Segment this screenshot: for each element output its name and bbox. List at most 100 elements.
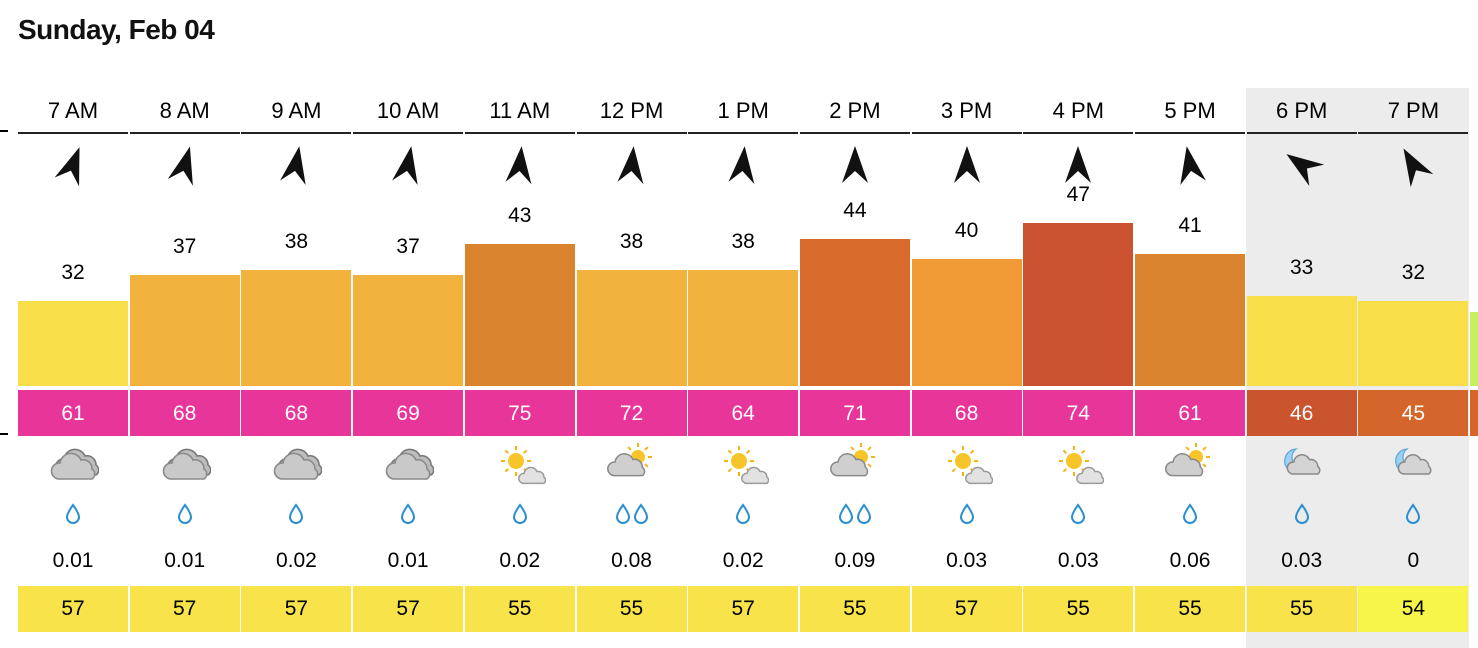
partly-cloudy-icon (829, 443, 881, 487)
sun-cloud-icon (1052, 443, 1105, 487)
wind-direction-arrow-icon (1385, 136, 1442, 194)
hour-column[interactable]: 8 AM 37 68 0.01 57 (129, 88, 240, 648)
wind-gust-bar (1135, 254, 1245, 386)
moon-cloud-icon (1387, 443, 1439, 487)
dew-point-cell: 57 (129, 586, 240, 632)
rain-drop-icon (1247, 503, 1357, 530)
wind-gust-value: 38 (284, 229, 309, 253)
rain-drop-icon (577, 503, 687, 530)
hour-label: 2 PM (799, 88, 910, 134)
dew-point-cell: 55 (799, 586, 910, 632)
hour-label: 5 PM (1135, 88, 1245, 134)
cloudy-icon (270, 443, 323, 487)
temperature-cell: 45 (1358, 390, 1469, 436)
wind-gust-bar (129, 275, 240, 386)
hour-column[interactable]: 2 PM 44 71 0.09 55 (799, 88, 910, 648)
hour-label: 3 PM (911, 88, 1022, 134)
temperature-cell: 61 (18, 390, 128, 436)
next-column-edge (1470, 390, 1478, 436)
axis-tick (0, 130, 8, 132)
temperature-cell: 72 (576, 390, 687, 436)
next-column-edge (1470, 312, 1478, 386)
cloudy-icon (159, 443, 211, 487)
hour-column[interactable]: 5 PM 41 61 0.06 55 (1135, 88, 1245, 648)
hour-column[interactable]: 4 PM 47 74 0.03 55 (1023, 88, 1134, 648)
precipitation-amount: 0.01 (164, 549, 206, 572)
hour-column[interactable]: 6 PM 33 46 0.03 55 (1246, 88, 1357, 648)
wind-direction-arrow-icon (1272, 136, 1331, 194)
wind-gust-value: 33 (1290, 255, 1314, 279)
wind-direction-arrow-icon (273, 140, 320, 190)
precipitation-amount: 0.06 (1169, 549, 1211, 572)
temperature-cell: 75 (464, 390, 575, 436)
day-title: Sunday, Feb 04 (18, 14, 215, 45)
hour-label: 7 AM (18, 88, 128, 134)
wind-direction-arrow-icon (610, 141, 654, 188)
temperature-cell: 64 (688, 390, 799, 436)
dew-point-cell: 57 (911, 586, 1022, 632)
wind-gust-bar (1246, 295, 1357, 386)
hour-label: 7 PM (1358, 88, 1469, 134)
wind-direction-arrow-icon (47, 137, 100, 192)
wind-direction-arrow-icon (1058, 143, 1098, 187)
dew-point-cell: 54 (1358, 586, 1469, 632)
temperature-cell: 68 (911, 390, 1022, 436)
hour-label: 6 PM (1246, 88, 1357, 134)
rain-drop-icon (1023, 503, 1133, 530)
hour-column[interactable]: 7 PM 32 45 0 54 (1358, 88, 1469, 648)
temperature-cell: 68 (241, 390, 352, 436)
hour-column[interactable]: 9 AM 38 68 0.02 57 (241, 88, 352, 648)
precipitation-amount: 0 (1407, 549, 1420, 572)
temperature-cell: 69 (353, 390, 464, 436)
sun-cloud-icon (494, 443, 546, 487)
wind-gust-value: 44 (843, 198, 867, 222)
rain-drop-icon (18, 503, 128, 530)
partly-cloudy-icon (606, 443, 658, 487)
temperature-cell: 68 (129, 390, 240, 436)
rain-drop-icon (688, 503, 798, 530)
hour-column[interactable]: 12 PM 38 72 0.08 55 (576, 88, 687, 648)
wind-gust-value: 37 (173, 235, 197, 258)
wind-gust-value: 43 (508, 203, 532, 227)
dew-point-cell: 55 (1246, 586, 1357, 632)
precipitation-amount: 0.02 (275, 549, 317, 572)
precipitation-amount: 0.03 (1057, 549, 1099, 572)
precipitation-amount: 0.02 (722, 549, 764, 572)
temperature-cell: 71 (799, 390, 910, 436)
dew-point-cell: 57 (353, 586, 464, 632)
hour-label: 4 PM (1023, 88, 1134, 134)
hour-column[interactable]: 10 AM 37 69 0.01 57 (353, 88, 464, 648)
wind-gust-bar (911, 259, 1022, 386)
wind-gust-bar (1023, 223, 1134, 386)
wind-direction-arrow-icon (835, 143, 875, 187)
hour-label: 9 AM (241, 88, 352, 134)
precipitation-amount: 0.01 (387, 549, 429, 572)
wind-direction-arrow-icon (721, 141, 765, 188)
hour-column[interactable]: 3 PM 40 68 0.03 57 (911, 88, 1022, 648)
rain-drop-icon (800, 503, 910, 530)
hour-column[interactable]: 11 AM 43 75 0.02 55 (464, 88, 575, 648)
hour-column[interactable]: 7 AM 32 61 0.01 57 (18, 88, 128, 648)
rain-drop-icon (912, 503, 1022, 530)
wind-gust-bar (353, 275, 464, 386)
wind-gust-value: 40 (954, 219, 979, 243)
hour-label: 10 AM (353, 88, 464, 134)
rain-drop-icon (130, 503, 240, 530)
hour-column[interactable]: 1 PM 38 64 0.02 57 (688, 88, 799, 648)
wind-gust-bar (464, 243, 575, 386)
precipitation-amount: 0.03 (1281, 549, 1323, 572)
wind-gust-bar (576, 269, 687, 386)
precipitation-amount: 0.02 (499, 549, 541, 572)
dew-point-cell: 55 (1135, 586, 1245, 632)
wind-gust-value: 37 (396, 235, 420, 258)
moon-cloud-icon (1276, 443, 1328, 487)
precipitation-amount: 0.09 (834, 549, 876, 572)
dew-point-cell: 57 (18, 586, 128, 632)
dew-point-cell: 57 (241, 586, 352, 632)
temperature-cell: 61 (1135, 390, 1245, 436)
wind-gust-bar (18, 301, 128, 386)
cloudy-icon (382, 443, 435, 487)
wind-gust-bar (241, 269, 352, 386)
rain-drop-icon (353, 503, 463, 530)
dew-point-cell: 55 (576, 586, 687, 632)
